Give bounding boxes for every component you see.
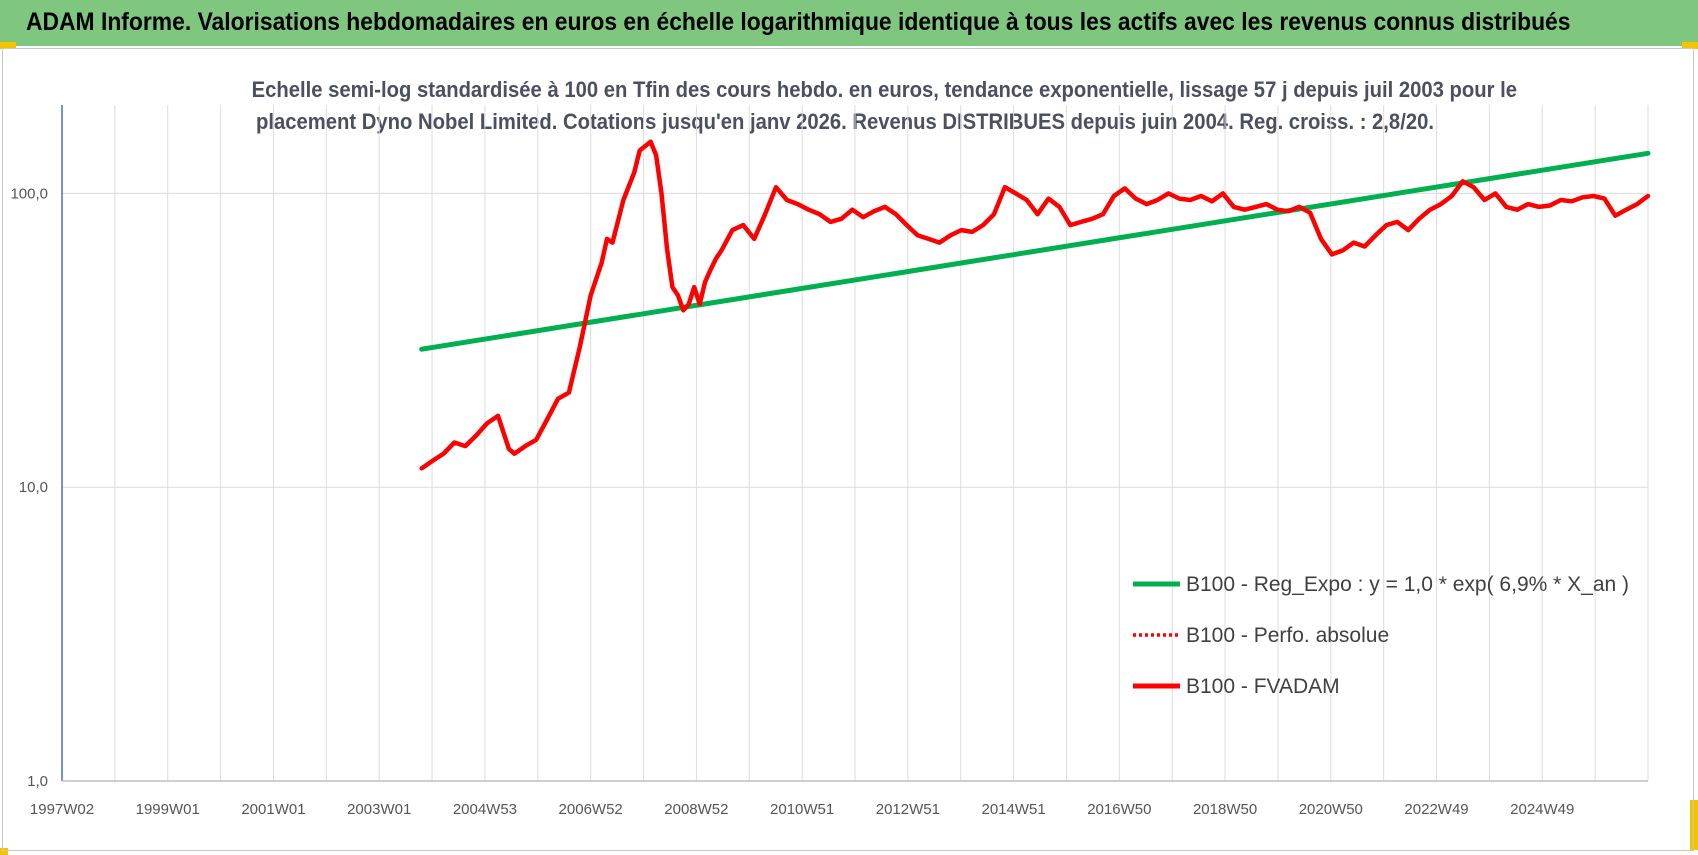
x-tick-label: 2014W51 [981,801,1045,818]
trend-line [419,150,1651,352]
legend: B100 - Reg_Expo : y = 1,0 * exp( 6,9% * … [1133,573,1629,698]
series-lines [419,139,1651,471]
x-tick-label: 1999W01 [136,801,200,818]
header-banner: ADAM Informe. Valorisations hebdomadaire… [0,0,1698,46]
y-tick-label: 100,0 [10,185,48,202]
x-tick-label: 2008W52 [664,801,728,818]
legend-label: B100 - FVADAM [1186,675,1340,698]
x-tick-label: 2022W49 [1404,801,1468,818]
x-tick-label: 2024W49 [1510,801,1574,818]
x-tick-label: 2001W01 [241,801,305,818]
legend-label: B100 - Perfo. absolue [1186,624,1389,647]
corner-mark-bottom-right [1690,800,1698,850]
report-title: ADAM Informe. Valorisations hebdomadaire… [26,8,1571,36]
chart-title-line-2: placement Dyno Nobel Limited. Cotations … [256,109,1434,134]
chart-frame [2,48,1694,851]
x-tick-label: 2012W51 [876,801,940,818]
x-tick-label: 2006W52 [559,801,623,818]
x-tick-label: 2016W50 [1087,801,1151,818]
axes: 1,0 10,0 100,0 1997W02 1999W01 2001W01 2003W01… [10,105,1648,818]
x-tick-label: 2010W51 [770,801,834,818]
grid-lines [62,105,1649,781]
price-line [419,139,1651,471]
y-tick-label: 1,0 [27,773,48,790]
x-tick-label: 2003W01 [347,801,411,818]
legend-label: B100 - Reg_Expo : y = 1,0 * exp( 6,9% * … [1186,573,1629,596]
x-tick-label: 1997W02 [30,801,94,818]
corner-mark-top-left [0,42,16,49]
x-tick-label: 2004W53 [453,801,517,818]
x-tick-label: 2020W50 [1299,801,1363,818]
y-tick-label: 10,0 [19,479,48,496]
chart-title: Echelle semi-log standardisée à 100 en T… [200,74,1518,138]
corner-mark-top-right [1682,42,1698,49]
corner-mark-bottom-left [0,848,8,855]
x-tick-label: 2018W50 [1193,801,1257,818]
chart-title-line-1: Echelle semi-log standardisée à 100 en T… [251,77,1518,102]
